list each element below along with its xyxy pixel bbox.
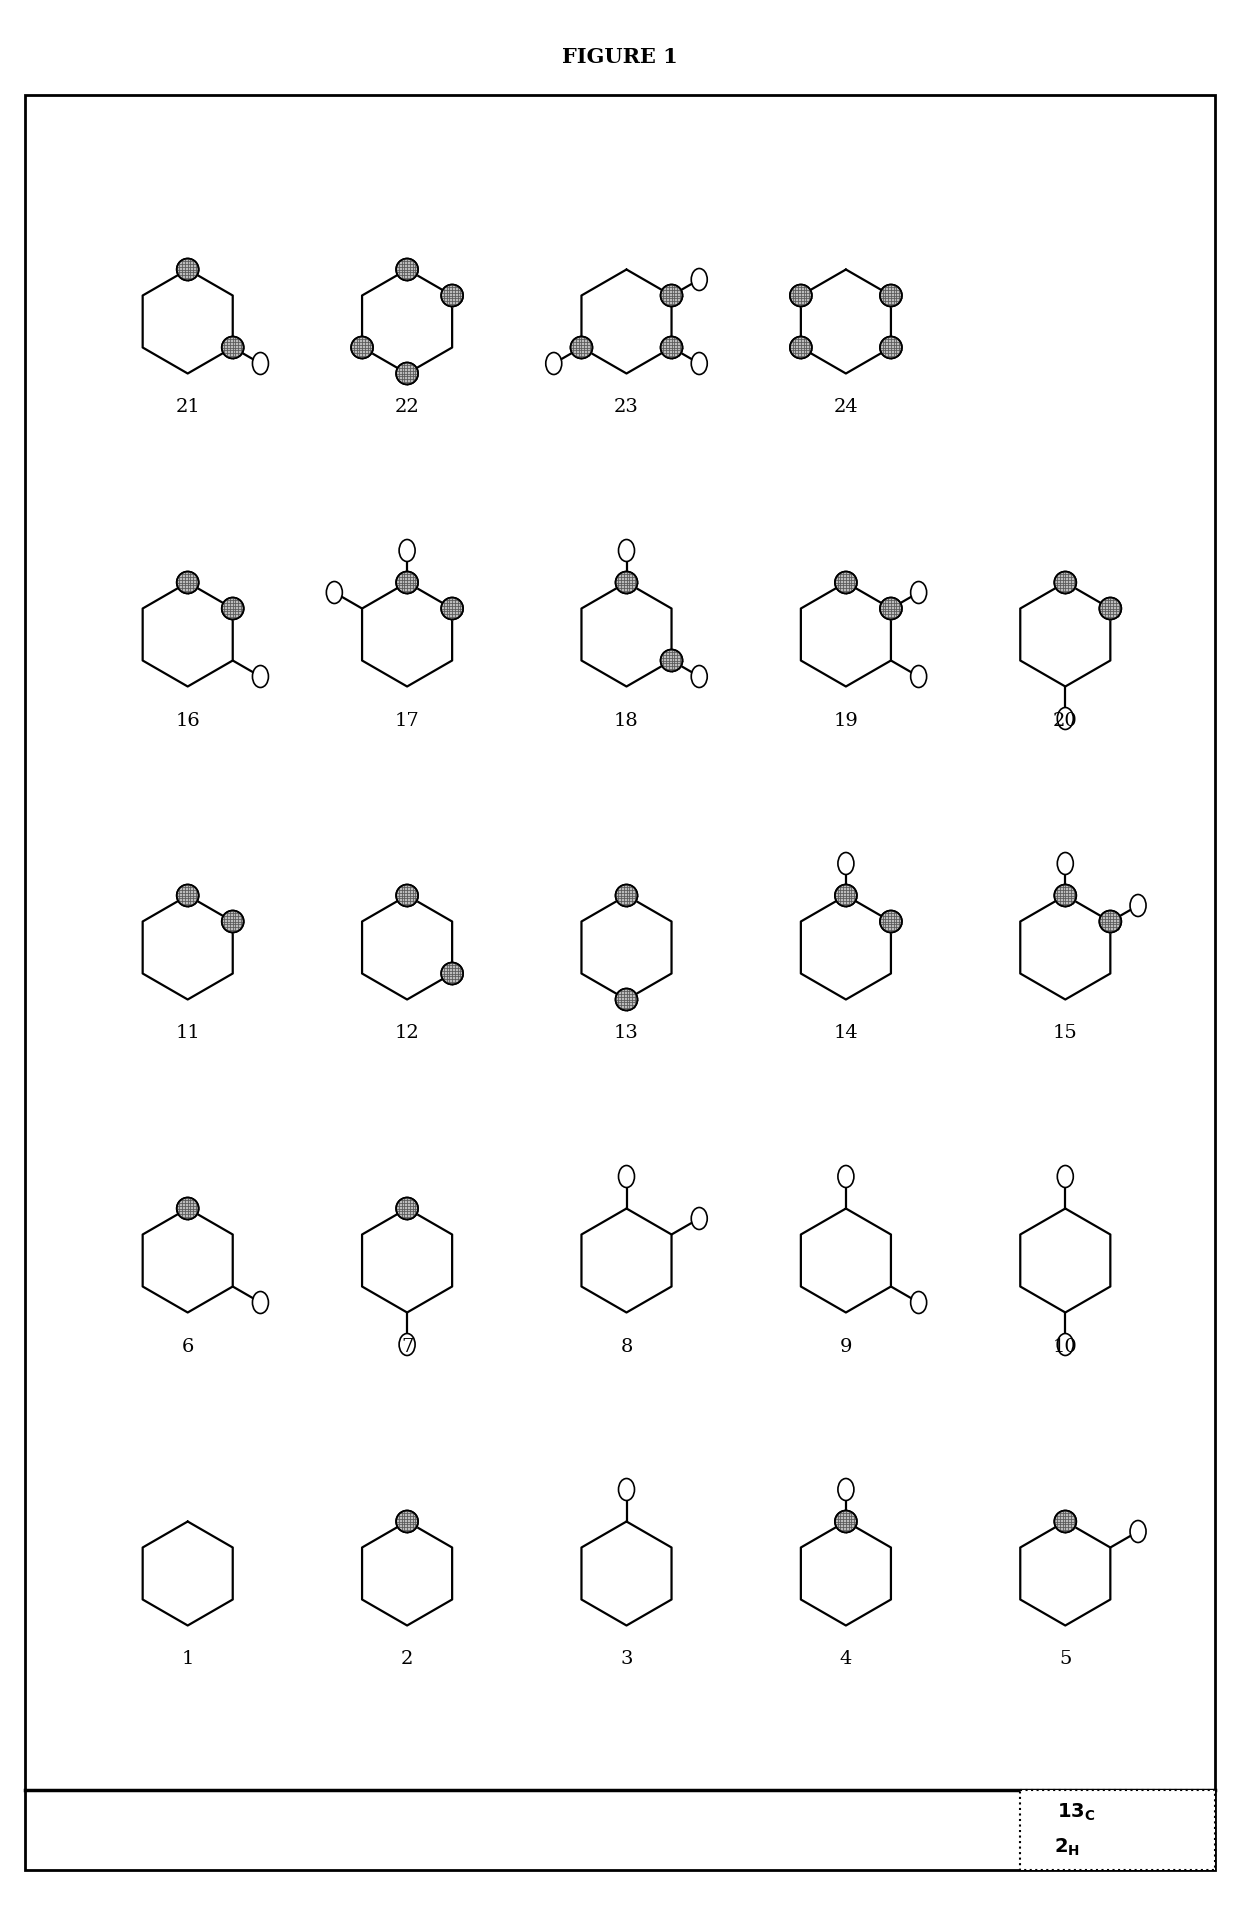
Text: 10: 10	[1053, 1337, 1078, 1356]
Ellipse shape	[1130, 1520, 1146, 1543]
Text: 16: 16	[175, 711, 200, 730]
Text: 3: 3	[620, 1650, 632, 1669]
Circle shape	[880, 337, 901, 358]
Ellipse shape	[619, 539, 635, 562]
Text: 2: 2	[401, 1650, 413, 1669]
Circle shape	[176, 259, 198, 280]
Ellipse shape	[253, 1292, 268, 1314]
Ellipse shape	[326, 581, 342, 604]
Text: 1: 1	[181, 1650, 193, 1669]
Text: 19: 19	[833, 711, 858, 730]
Text: 7: 7	[401, 1337, 413, 1356]
Ellipse shape	[910, 1292, 926, 1314]
Ellipse shape	[910, 581, 926, 604]
Circle shape	[176, 884, 198, 907]
Circle shape	[615, 572, 637, 594]
Text: 15: 15	[1053, 1025, 1078, 1042]
Ellipse shape	[619, 1478, 635, 1501]
Ellipse shape	[1058, 1334, 1074, 1356]
Ellipse shape	[691, 1208, 707, 1229]
Ellipse shape	[691, 269, 707, 290]
Circle shape	[351, 337, 373, 358]
Bar	[1021, 1791, 1215, 1871]
Ellipse shape	[910, 665, 926, 688]
Circle shape	[222, 598, 244, 619]
Circle shape	[396, 1198, 418, 1219]
Text: $\mathbf{2}_\mathbf{H}$: $\mathbf{2}_\mathbf{H}$	[1054, 1836, 1080, 1857]
Text: 4: 4	[839, 1650, 852, 1669]
Circle shape	[1054, 884, 1076, 907]
Circle shape	[615, 884, 637, 907]
Circle shape	[176, 1198, 198, 1219]
Ellipse shape	[399, 539, 415, 562]
Circle shape	[661, 337, 682, 358]
Text: 9: 9	[839, 1337, 852, 1356]
Ellipse shape	[838, 1166, 854, 1187]
Circle shape	[790, 337, 812, 358]
Circle shape	[1100, 911, 1121, 933]
Circle shape	[835, 572, 857, 594]
Ellipse shape	[691, 665, 707, 688]
Circle shape	[1100, 598, 1121, 619]
Text: $\mathbf{13}_\mathbf{C}$: $\mathbf{13}_\mathbf{C}$	[1056, 1802, 1095, 1823]
Text: 23: 23	[614, 398, 639, 417]
Circle shape	[1054, 572, 1076, 594]
Circle shape	[880, 911, 901, 933]
Ellipse shape	[1058, 1166, 1074, 1187]
Circle shape	[441, 962, 463, 985]
Ellipse shape	[619, 1166, 635, 1187]
Circle shape	[661, 284, 682, 307]
Text: 22: 22	[394, 398, 419, 417]
Ellipse shape	[546, 352, 562, 375]
Text: 5: 5	[1059, 1650, 1071, 1669]
Ellipse shape	[253, 352, 268, 375]
Circle shape	[570, 337, 593, 358]
Text: 13: 13	[614, 1025, 639, 1042]
Circle shape	[615, 989, 637, 1010]
Ellipse shape	[1058, 853, 1074, 874]
Text: 14: 14	[833, 1025, 858, 1042]
Text: 6: 6	[181, 1337, 193, 1356]
Ellipse shape	[1058, 707, 1074, 730]
Circle shape	[222, 911, 244, 933]
Circle shape	[396, 572, 418, 594]
Ellipse shape	[399, 1334, 415, 1356]
Ellipse shape	[691, 352, 707, 375]
Circle shape	[396, 884, 418, 907]
Text: 8: 8	[620, 1337, 632, 1356]
Circle shape	[396, 259, 418, 280]
Circle shape	[222, 337, 244, 358]
Ellipse shape	[1028, 1835, 1048, 1861]
Circle shape	[441, 284, 463, 307]
Text: 11: 11	[175, 1025, 200, 1042]
Circle shape	[396, 1511, 418, 1532]
Text: 18: 18	[614, 711, 639, 730]
Text: FIGURE 1: FIGURE 1	[562, 48, 678, 67]
Ellipse shape	[838, 853, 854, 874]
Ellipse shape	[838, 1478, 854, 1501]
Circle shape	[1025, 1800, 1052, 1825]
Circle shape	[880, 284, 901, 307]
Circle shape	[1054, 1511, 1076, 1532]
Text: 17: 17	[394, 711, 419, 730]
Circle shape	[790, 284, 812, 307]
Circle shape	[441, 598, 463, 619]
Text: 12: 12	[394, 1025, 419, 1042]
Circle shape	[835, 884, 857, 907]
Circle shape	[396, 362, 418, 385]
Circle shape	[176, 572, 198, 594]
Text: 21: 21	[175, 398, 200, 417]
Text: 24: 24	[833, 398, 858, 417]
Circle shape	[880, 598, 901, 619]
Circle shape	[661, 650, 682, 671]
Circle shape	[835, 1511, 857, 1532]
Ellipse shape	[1130, 895, 1146, 916]
Ellipse shape	[253, 665, 268, 688]
Text: 20: 20	[1053, 711, 1078, 730]
